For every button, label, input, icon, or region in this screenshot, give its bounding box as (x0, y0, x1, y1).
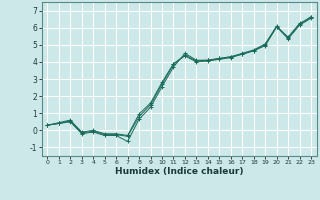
X-axis label: Humidex (Indice chaleur): Humidex (Indice chaleur) (115, 167, 244, 176)
